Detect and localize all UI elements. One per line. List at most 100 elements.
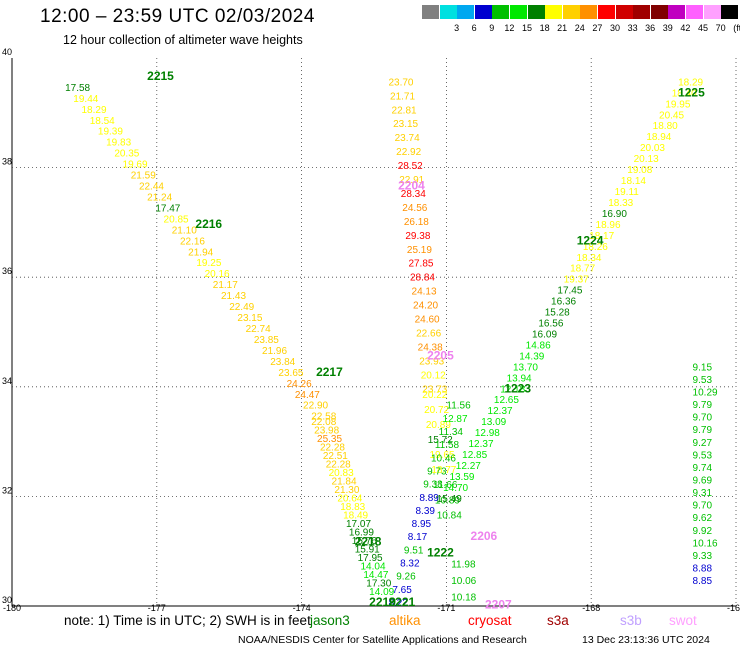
swh-value: 20.85 (164, 214, 189, 225)
swh-value: 21.10 (172, 225, 197, 236)
legend-swatch (668, 5, 686, 19)
legend-tick-label: 42 (680, 23, 691, 33)
swh-value: 21.94 (188, 247, 213, 258)
pass-label: 1222 (427, 546, 454, 560)
legend-tick-label: 70 (715, 23, 726, 33)
legend-tick-label: 39 (662, 23, 673, 33)
swh-value: 20.12 (421, 370, 446, 381)
swh-value: 12.65 (494, 395, 519, 406)
legend-swatch (545, 5, 563, 19)
swh-value: 12.37 (469, 439, 494, 450)
swh-value: 13.09 (481, 417, 506, 428)
swh-value: 12.98 (475, 428, 500, 439)
swh-value: 19.95 (665, 99, 690, 110)
pass-label: 2207 (485, 598, 512, 612)
swh-value: 24.13 (412, 287, 437, 298)
swh-value: 19.11 (615, 187, 640, 198)
swh-value: 8.95 (412, 519, 432, 530)
swh-value: 28.84 (410, 273, 435, 284)
x-tick-label: -177 (148, 603, 166, 613)
swh-value: 23.73 (422, 384, 447, 395)
pass-label: 1224 (577, 233, 604, 247)
pass-label: 2217 (316, 365, 343, 379)
swh-value: 20.45 (659, 110, 684, 121)
swh-value: 22.90 (303, 401, 328, 412)
swh-value: 19.69 (123, 160, 148, 171)
swh-value: 23.65 (278, 368, 303, 379)
swh-value: 22.28 (320, 443, 345, 454)
swh-value: 8.85 (693, 576, 713, 587)
swh-value: 9.79 (693, 400, 713, 411)
swh-value: 24.56 (402, 203, 427, 214)
credit-line: NOAA/NESDIS Center for Satellite Applica… (238, 634, 527, 646)
legend-swatch (721, 5, 739, 19)
swh-value: 10.89 (435, 495, 460, 506)
swh-value: 16.09 (532, 329, 557, 340)
swh-value: 20.89 (426, 420, 451, 431)
swh-value: 22.81 (392, 105, 417, 116)
x-tick-label: -168 (582, 603, 600, 613)
swh-value: 17.47 (155, 203, 180, 214)
legend-tick-label: 6 (471, 23, 477, 33)
swh-value: 18.80 (653, 121, 678, 132)
legend-swatch (527, 5, 545, 19)
swh-value: 9.92 (693, 526, 713, 537)
pass-label: 2206 (471, 529, 498, 543)
pass-label: 2218 (355, 535, 382, 549)
swh-value: 12.87 (443, 414, 468, 425)
swh-value: 29.38 (405, 231, 430, 242)
swh-value: 25.35 (317, 434, 342, 445)
swh-value: 22.91 (399, 175, 424, 186)
swh-value: 15.91 (355, 545, 380, 556)
legend-tick-label: 9 (489, 23, 495, 33)
swh-value: 9.73 (427, 466, 447, 477)
swh-value: 10.29 (693, 388, 718, 399)
swh-value: 22.08 (311, 417, 336, 428)
pass-label: 2215 (147, 69, 174, 83)
legend-swatch (598, 5, 615, 19)
swh-value: 15.49 (437, 494, 462, 505)
swh-value: 21.17 (213, 280, 238, 291)
swh-value: 17.30 (366, 579, 391, 590)
page-subtitle: 12 hour collection of altimeter wave hei… (63, 33, 303, 47)
legend-swatch (422, 5, 439, 19)
swh-value: 16.56 (538, 319, 563, 330)
x-tick-label: -174 (293, 603, 311, 613)
swh-value: 8.22 (388, 598, 408, 609)
swh-value: 21.30 (334, 485, 359, 496)
swh-value: 9.53 (693, 450, 713, 461)
swh-value: 7.65 (392, 585, 412, 596)
swh-value: 18.49 (343, 511, 368, 522)
legend-swatch (457, 5, 475, 19)
swh-value: 24.38 (418, 342, 443, 353)
swh-value: 19.37 (564, 275, 589, 286)
swh-value: 17.95 (358, 553, 383, 564)
swh-value: 18.29 (82, 105, 107, 116)
swh-value: 9.31 (693, 488, 713, 499)
swh-value: 10.16 (693, 538, 718, 549)
swh-value: 15.76 (352, 536, 377, 547)
swh-value: 23.70 (388, 77, 413, 88)
satellite-label-swot: swot (669, 613, 697, 628)
legend-swatch (686, 5, 703, 19)
swh-value: 18.77 (570, 264, 595, 275)
swh-value: 26.18 (404, 217, 429, 228)
legend-tick-label: 21 (557, 23, 568, 33)
legend-tick-label: 3 (454, 23, 460, 33)
swh-value: 18.54 (90, 116, 115, 127)
swh-value: 15.28 (545, 308, 570, 319)
swh-value: 21.24 (147, 192, 172, 203)
legend-swatch (633, 5, 651, 19)
y-tick-label: 32 (2, 485, 12, 495)
swh-value: 8.32 (400, 559, 420, 570)
y-tick-label: 40 (2, 47, 12, 57)
pass-label: 2221 (388, 595, 415, 609)
satellite-label-s3b: s3b (620, 613, 642, 628)
swh-value: 17.45 (557, 286, 582, 297)
swh-value: 16.99 (349, 528, 374, 539)
swh-value: 11.34 (439, 427, 464, 438)
satellite-label-jason3: jason3 (310, 613, 350, 628)
swh-value: 27.85 (408, 259, 433, 270)
legend-swatch (510, 5, 527, 19)
